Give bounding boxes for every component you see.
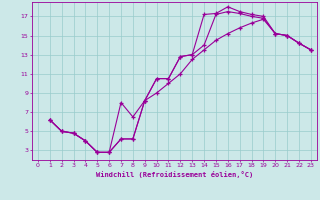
X-axis label: Windchill (Refroidissement éolien,°C): Windchill (Refroidissement éolien,°C) bbox=[96, 171, 253, 178]
